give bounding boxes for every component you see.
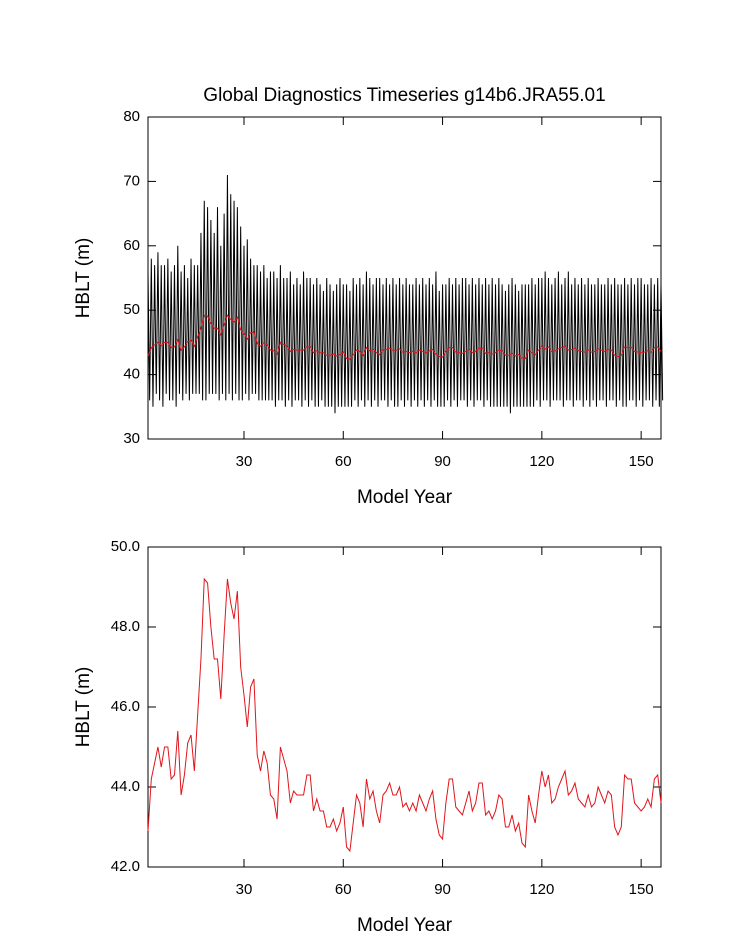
x-tick-label: 60 <box>335 453 352 470</box>
y-tick-label: 42.0 <box>111 858 140 875</box>
y-tick-label: 44.0 <box>111 778 140 795</box>
y-tick-label: 48.0 <box>111 618 140 635</box>
data-line <box>147 174 664 414</box>
x-tick-label: 30 <box>236 453 253 470</box>
data-line <box>147 314 662 360</box>
x-axis-label: Model Year <box>357 915 453 936</box>
y-tick-label: 40 <box>123 366 140 383</box>
y-tick-label: 80 <box>123 108 140 125</box>
data-line <box>147 577 662 853</box>
x-tick-label: 120 <box>529 453 554 470</box>
y-axis-label: HBLT (m) <box>73 667 94 748</box>
x-tick-label: 60 <box>335 881 352 898</box>
x-tick-label: 150 <box>629 453 654 470</box>
y-tick-label: 70 <box>123 172 140 189</box>
x-tick-label: 120 <box>529 881 554 898</box>
y-tick-label: 30 <box>123 430 140 447</box>
y-tick-label: 50.0 <box>111 538 140 555</box>
x-tick-label: 90 <box>434 881 451 898</box>
chart-title: Global Diagnostics Timeseries g14b6.JRA5… <box>203 85 605 106</box>
y-tick-label: 60 <box>123 237 140 254</box>
y-tick-label: 50 <box>123 301 140 318</box>
x-tick-label: 90 <box>434 453 451 470</box>
y-axis-label: HBLT (m) <box>73 238 94 319</box>
x-tick-label: 30 <box>236 881 253 898</box>
x-tick-label: 150 <box>629 881 654 898</box>
plot-frame <box>147 546 662 868</box>
x-axis-label: Model Year <box>357 487 453 508</box>
y-tick-label: 46.0 <box>111 698 140 715</box>
